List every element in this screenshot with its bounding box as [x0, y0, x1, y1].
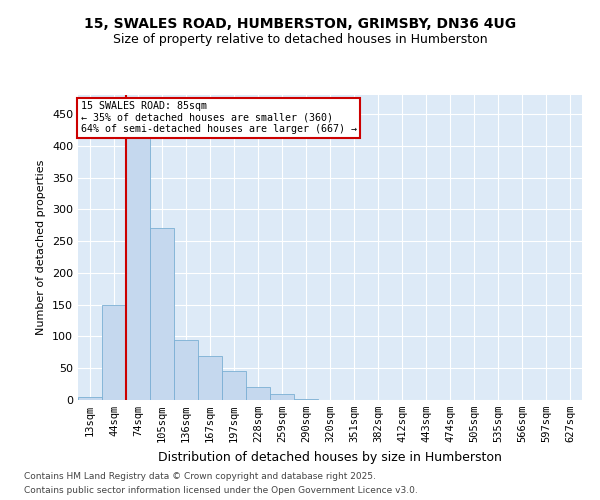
Text: 15 SWALES ROAD: 85sqm
← 35% of detached houses are smaller (360)
64% of semi-det: 15 SWALES ROAD: 85sqm ← 35% of detached …	[80, 101, 356, 134]
Bar	[222, 372, 246, 400]
Y-axis label: Number of detached properties: Number of detached properties	[37, 160, 46, 335]
Bar	[198, 356, 222, 400]
Bar	[270, 394, 294, 400]
Bar	[246, 388, 270, 400]
Text: 15, SWALES ROAD, HUMBERSTON, GRIMSBY, DN36 4UG: 15, SWALES ROAD, HUMBERSTON, GRIMSBY, DN…	[84, 18, 516, 32]
Bar	[102, 304, 126, 400]
Bar	[174, 340, 198, 400]
Text: Contains public sector information licensed under the Open Government Licence v3: Contains public sector information licen…	[24, 486, 418, 495]
Bar	[150, 228, 174, 400]
Text: Contains HM Land Registry data © Crown copyright and database right 2025.: Contains HM Land Registry data © Crown c…	[24, 472, 376, 481]
Bar	[78, 397, 102, 400]
Bar	[294, 398, 318, 400]
X-axis label: Distribution of detached houses by size in Humberston: Distribution of detached houses by size …	[158, 450, 502, 464]
Text: Size of property relative to detached houses in Humberston: Size of property relative to detached ho…	[113, 32, 487, 46]
Bar	[126, 108, 150, 400]
